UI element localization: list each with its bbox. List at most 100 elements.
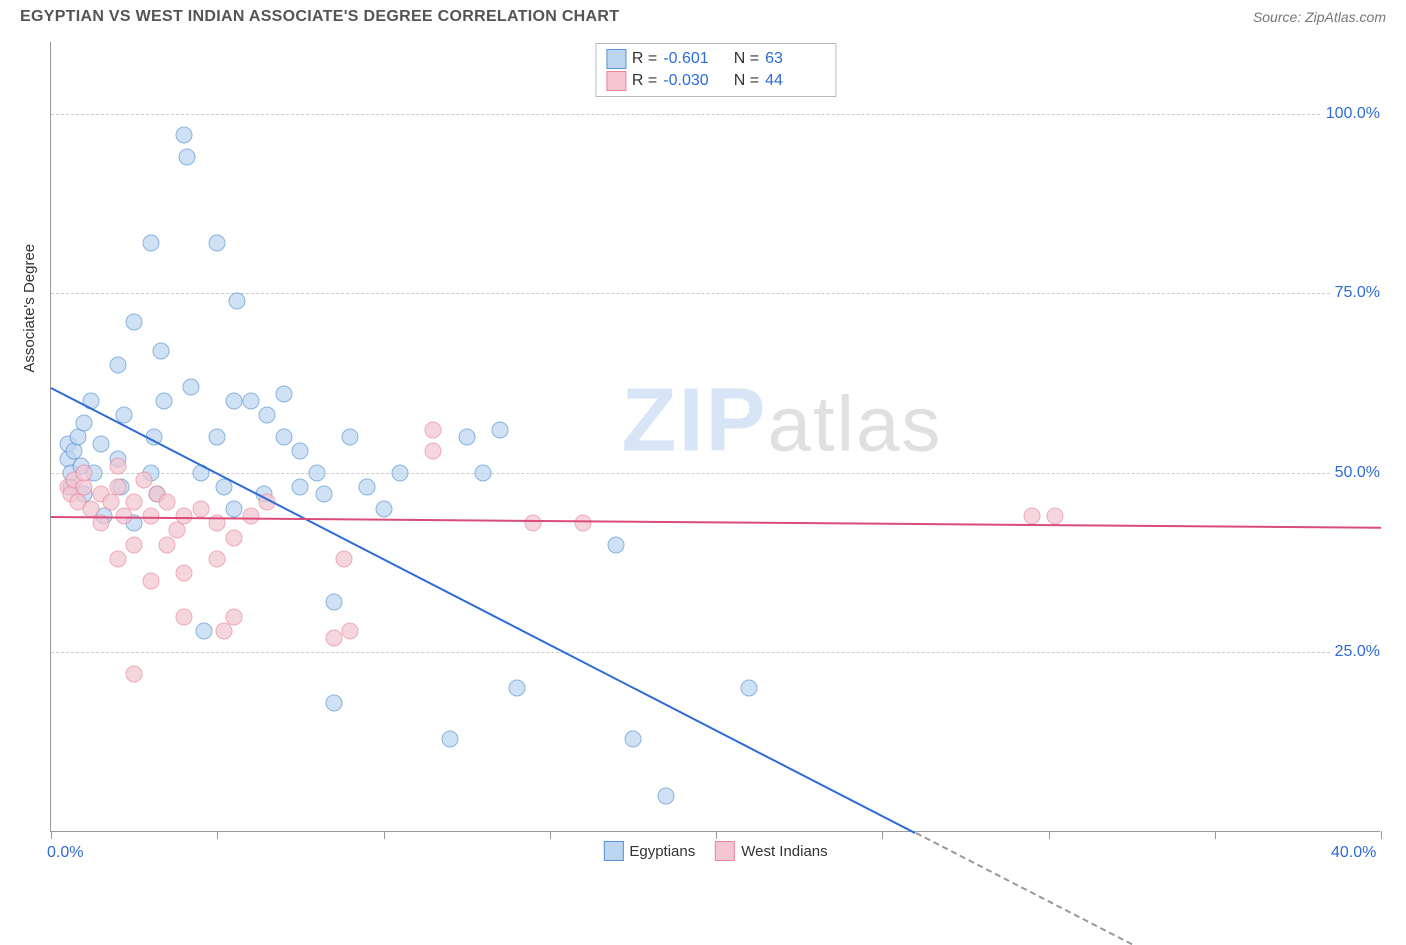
- y-tick-label: 25.0%: [1331, 643, 1384, 661]
- r-value: -0.030: [663, 72, 723, 90]
- watermark-part2: atlas: [768, 379, 943, 467]
- data-point: [176, 565, 193, 582]
- legend-swatch: [606, 71, 626, 91]
- data-point: [342, 429, 359, 446]
- data-point: [508, 680, 525, 697]
- data-point: [292, 479, 309, 496]
- data-point: [136, 472, 153, 489]
- data-point: [1023, 508, 1040, 525]
- source-label: Source:: [1253, 9, 1301, 25]
- data-point: [126, 314, 143, 331]
- x-tick: [1215, 831, 1216, 839]
- y-axis-title: Associate's Degree: [21, 243, 38, 372]
- x-tick: [51, 831, 52, 839]
- gridline: [51, 652, 1380, 653]
- y-tick-label: 100.0%: [1322, 105, 1384, 123]
- data-point: [159, 493, 176, 510]
- x-tick: [1381, 831, 1382, 839]
- data-point: [458, 429, 475, 446]
- data-point: [658, 788, 675, 805]
- data-point: [209, 429, 226, 446]
- legend-correlation-box: R = -0.601 N = 63R = -0.030 N = 44: [595, 43, 836, 97]
- data-point: [491, 421, 508, 438]
- data-point: [275, 429, 292, 446]
- watermark-part1: ZIP: [622, 370, 768, 470]
- data-point: [195, 622, 212, 639]
- data-point: [442, 730, 459, 747]
- gridline: [51, 114, 1380, 115]
- trend-line-dashed: [915, 832, 1132, 945]
- data-point: [342, 622, 359, 639]
- data-point: [242, 508, 259, 525]
- r-label: R =: [632, 72, 657, 90]
- data-point: [259, 407, 276, 424]
- data-point: [179, 148, 196, 165]
- legend-stat-row: R = -0.030 N = 44: [606, 70, 825, 92]
- data-point: [92, 436, 109, 453]
- legend-item: Egyptians: [603, 841, 695, 861]
- data-point: [325, 694, 342, 711]
- data-point: [109, 479, 126, 496]
- source-attribution: Source: ZipAtlas.com: [1253, 9, 1386, 25]
- gridline: [51, 473, 1380, 474]
- data-point: [176, 608, 193, 625]
- n-label: N =: [729, 72, 759, 90]
- data-point: [335, 551, 352, 568]
- x-tick: [217, 831, 218, 839]
- n-value: 44: [765, 72, 825, 90]
- legend-swatch: [603, 841, 623, 861]
- data-point: [225, 393, 242, 410]
- data-point: [229, 292, 246, 309]
- data-point: [392, 464, 409, 481]
- data-point: [159, 536, 176, 553]
- x-tick: [550, 831, 551, 839]
- data-point: [126, 666, 143, 683]
- y-tick-label: 75.0%: [1331, 284, 1384, 302]
- data-point: [109, 457, 126, 474]
- x-tick-label: 0.0%: [47, 844, 83, 862]
- r-label: R =: [632, 50, 657, 68]
- x-tick: [716, 831, 717, 839]
- chart-title: EGYPTIAN VS WEST INDIAN ASSOCIATE'S DEGR…: [20, 8, 619, 26]
- data-point: [126, 536, 143, 553]
- data-point: [192, 500, 209, 517]
- legend-swatch: [715, 841, 735, 861]
- x-tick: [882, 831, 883, 839]
- data-point: [325, 630, 342, 647]
- data-point: [109, 551, 126, 568]
- data-point: [209, 235, 226, 252]
- data-point: [242, 393, 259, 410]
- data-point: [109, 357, 126, 374]
- data-point: [76, 464, 93, 481]
- data-point: [315, 486, 332, 503]
- data-point: [292, 443, 309, 460]
- data-point: [176, 127, 193, 144]
- data-point: [152, 342, 169, 359]
- data-point: [215, 622, 232, 639]
- data-point: [142, 235, 159, 252]
- data-point: [76, 414, 93, 431]
- data-point: [275, 385, 292, 402]
- data-point: [358, 479, 375, 496]
- x-tick-label: 40.0%: [1331, 844, 1376, 862]
- data-point: [225, 500, 242, 517]
- x-tick: [1049, 831, 1050, 839]
- header-bar: EGYPTIAN VS WEST INDIAN ASSOCIATE'S DEGR…: [0, 0, 1406, 32]
- data-point: [375, 500, 392, 517]
- data-point: [425, 421, 442, 438]
- data-point: [608, 536, 625, 553]
- data-point: [525, 515, 542, 532]
- data-point: [425, 443, 442, 460]
- source-name: ZipAtlas.com: [1305, 9, 1386, 25]
- data-point: [575, 515, 592, 532]
- watermark: ZIPatlas: [622, 369, 943, 472]
- data-point: [325, 594, 342, 611]
- gridline: [51, 293, 1380, 294]
- scatter-chart: Associate's Degree ZIPatlas R = -0.601 N…: [50, 42, 1380, 832]
- r-value: -0.601: [663, 50, 723, 68]
- data-point: [225, 529, 242, 546]
- data-point: [176, 508, 193, 525]
- n-label: N =: [729, 50, 759, 68]
- legend-series: EgyptiansWest Indians: [603, 841, 827, 861]
- legend-swatch: [606, 49, 626, 69]
